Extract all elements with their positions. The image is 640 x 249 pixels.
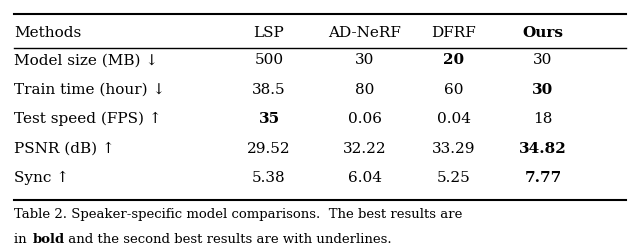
Text: Model size (MB) ↓: Model size (MB) ↓ xyxy=(14,53,158,67)
Text: 33.29: 33.29 xyxy=(432,142,476,156)
Text: LSP: LSP xyxy=(253,26,284,40)
Text: 30: 30 xyxy=(0,248,1,249)
Text: 0.06: 0.06 xyxy=(348,112,381,126)
Text: Methods: Methods xyxy=(14,26,81,40)
Text: 29.52: 29.52 xyxy=(247,142,291,156)
Text: 18: 18 xyxy=(0,248,1,249)
Text: 60: 60 xyxy=(444,83,463,97)
Text: DFRF: DFRF xyxy=(431,26,476,40)
Text: 38.5: 38.5 xyxy=(252,83,286,97)
Text: bold: bold xyxy=(33,233,65,246)
Text: 33.29: 33.29 xyxy=(0,248,1,249)
Text: 500: 500 xyxy=(255,53,284,67)
Text: 6.04: 6.04 xyxy=(348,171,381,185)
Text: 32.22: 32.22 xyxy=(343,142,387,156)
Text: Table 2. Speaker-specific model comparisons.  The best results are: Table 2. Speaker-specific model comparis… xyxy=(14,208,463,221)
Text: Sync ↑: Sync ↑ xyxy=(14,171,69,185)
Text: 30: 30 xyxy=(0,248,1,249)
Text: 35: 35 xyxy=(259,112,280,126)
Text: Test speed (FPS) ↑: Test speed (FPS) ↑ xyxy=(14,112,162,126)
Text: 30: 30 xyxy=(532,83,554,97)
Text: 5.38: 5.38 xyxy=(252,171,286,185)
Text: 38.5: 38.5 xyxy=(0,248,1,249)
Text: 0.04: 0.04 xyxy=(437,112,471,126)
Text: and the second best results are with underlines.: and the second best results are with und… xyxy=(64,233,392,246)
Text: AD-NeRF: AD-NeRF xyxy=(328,26,401,40)
Text: 30: 30 xyxy=(533,53,553,67)
Text: 80: 80 xyxy=(355,83,374,97)
Text: 20: 20 xyxy=(444,53,465,67)
Text: 7.77: 7.77 xyxy=(524,171,562,185)
Text: Train time (hour) ↓: Train time (hour) ↓ xyxy=(14,83,165,97)
Text: 6.04: 6.04 xyxy=(0,248,1,249)
Text: PSNR (dB) ↑: PSNR (dB) ↑ xyxy=(14,142,115,156)
Text: 30: 30 xyxy=(355,53,374,67)
Text: 18: 18 xyxy=(533,112,553,126)
Text: Ours: Ours xyxy=(522,26,564,40)
Text: in: in xyxy=(14,233,31,246)
Text: 34.82: 34.82 xyxy=(519,142,567,156)
Text: 5.25: 5.25 xyxy=(437,171,470,185)
